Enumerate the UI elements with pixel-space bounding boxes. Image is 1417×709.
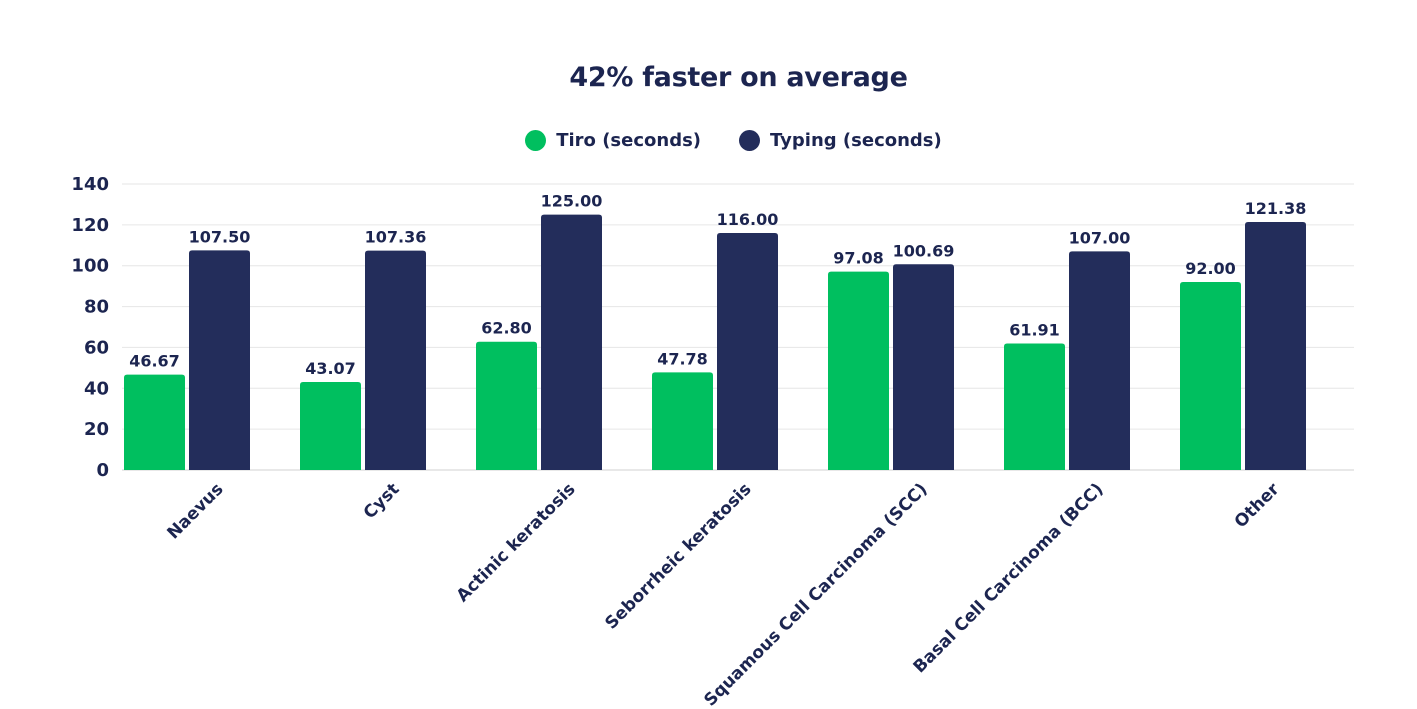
category-label: Cyst bbox=[360, 479, 404, 523]
legend-item-typing: Typing (seconds) bbox=[739, 130, 942, 151]
data-label: 107.00 bbox=[1069, 228, 1131, 247]
bar-tiro bbox=[828, 271, 889, 470]
y-tick-label: 120 bbox=[71, 215, 109, 236]
bar-typing bbox=[1245, 222, 1306, 470]
legend-item-tiro: Tiro (seconds) bbox=[525, 130, 701, 151]
y-tick-label: 140 bbox=[71, 174, 109, 195]
bar-typing bbox=[717, 233, 778, 470]
bar-typing bbox=[541, 214, 602, 470]
legend-swatch-tiro bbox=[525, 130, 547, 151]
chart-title: 42% faster on average bbox=[569, 62, 908, 93]
data-label: 121.38 bbox=[1245, 199, 1307, 218]
category-label: Seborrheic keratosis bbox=[601, 479, 755, 633]
bar-tiro bbox=[1180, 282, 1241, 470]
data-label: 107.50 bbox=[189, 227, 251, 246]
bar-tiro bbox=[124, 374, 185, 470]
y-tick-label: 40 bbox=[84, 378, 109, 399]
legend: Tiro (seconds) Typing (seconds) bbox=[0, 130, 1417, 151]
data-label: 92.00 bbox=[1185, 259, 1236, 278]
data-label: 107.36 bbox=[365, 228, 427, 247]
bar-tiro bbox=[300, 382, 361, 470]
data-label: 46.67 bbox=[129, 352, 180, 371]
y-tick-label: 0 bbox=[96, 460, 109, 481]
legend-swatch-typing bbox=[739, 130, 761, 151]
data-label: 125.00 bbox=[541, 192, 603, 211]
data-label: 43.07 bbox=[305, 359, 356, 378]
y-tick-label: 80 bbox=[84, 297, 109, 318]
bar-tiro bbox=[1004, 343, 1065, 470]
bar-tiro bbox=[476, 341, 537, 470]
bar-typing bbox=[189, 250, 250, 470]
bar-typing bbox=[365, 250, 426, 470]
bar-typing bbox=[893, 264, 954, 470]
legend-label-tiro: Tiro (seconds) bbox=[556, 130, 702, 151]
data-label: 61.91 bbox=[1009, 321, 1060, 340]
bar-tiro bbox=[652, 372, 713, 470]
category-label: Other bbox=[1231, 479, 1284, 532]
category-label: Naevus bbox=[164, 479, 228, 543]
y-tick-label: 100 bbox=[71, 256, 109, 277]
category-label: Basal Cell Carcinoma (BCC) bbox=[910, 479, 1108, 677]
data-label: 62.80 bbox=[481, 319, 532, 338]
data-label: 47.78 bbox=[657, 349, 708, 368]
bar-typing bbox=[1069, 251, 1130, 470]
data-label: 116.00 bbox=[717, 210, 779, 229]
data-label: 97.08 bbox=[833, 249, 884, 268]
category-label: Actinic keratosis bbox=[453, 479, 580, 606]
y-tick-label: 20 bbox=[84, 419, 109, 440]
data-label: 100.69 bbox=[893, 241, 955, 260]
legend-label-typing: Typing (seconds) bbox=[770, 130, 942, 151]
y-tick-label: 60 bbox=[84, 337, 109, 358]
